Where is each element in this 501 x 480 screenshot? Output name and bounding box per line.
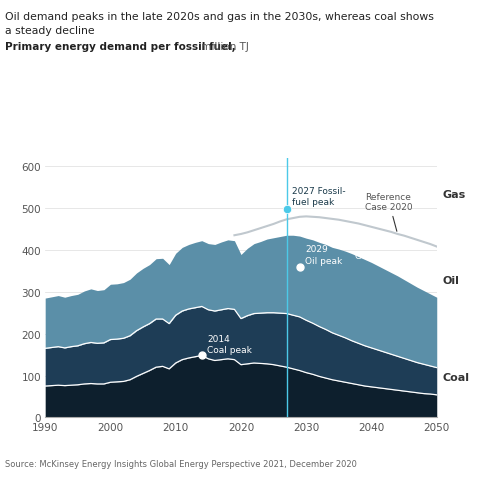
Text: 2014
Coal peak: 2014 Coal peak	[206, 334, 252, 354]
Text: Oil demand peaks in the late 2020s and gas in the 2030s, whereas coal shows: Oil demand peaks in the late 2020s and g…	[5, 12, 433, 22]
Text: Primary energy demand per fossil fuel,: Primary energy demand per fossil fuel,	[5, 42, 235, 52]
Text: 2037
Gas peak: 2037 Gas peak	[355, 240, 396, 260]
Text: 2029
Oil peak: 2029 Oil peak	[304, 245, 342, 265]
Text: 2027 Fossil-
fuel peak: 2027 Fossil- fuel peak	[291, 187, 345, 207]
Text: Source: McKinsey Energy Insights Global Energy Perspective 2021, December 2020: Source: McKinsey Energy Insights Global …	[5, 459, 356, 468]
Text: Coal: Coal	[442, 372, 469, 382]
Text: Oil: Oil	[442, 276, 459, 286]
Text: million TJ: million TJ	[198, 42, 248, 52]
Text: Gas: Gas	[442, 190, 465, 199]
Text: Reference
Case 2020: Reference Case 2020	[364, 192, 412, 232]
Text: a steady decline: a steady decline	[5, 26, 95, 36]
